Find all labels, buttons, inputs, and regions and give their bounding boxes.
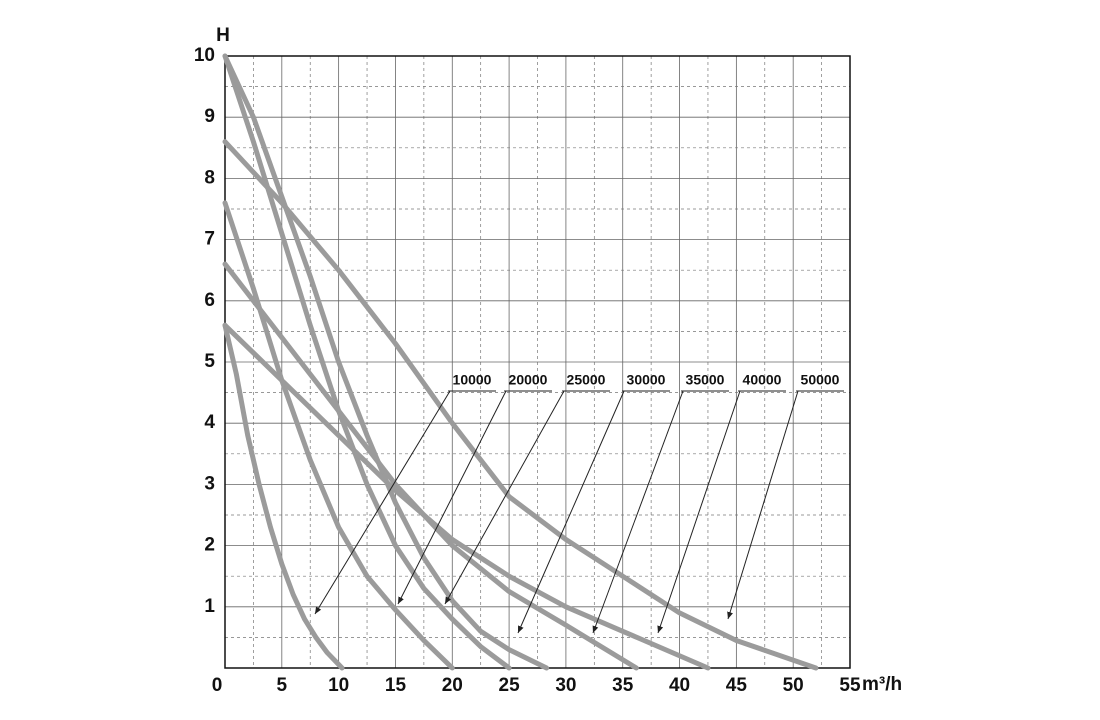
series-label: 35000 xyxy=(686,372,725,388)
x-axis-label: m³/h xyxy=(862,674,902,695)
series-label: 30000 xyxy=(627,372,666,388)
x-tick-label: 30 xyxy=(555,675,576,696)
pump-curve xyxy=(222,53,512,671)
series-label: 50000 xyxy=(801,372,840,388)
x-tick-label: 45 xyxy=(726,675,748,696)
y-axis-label: H xyxy=(216,25,230,46)
leader-arrow xyxy=(444,390,565,605)
y-tick-label: 7 xyxy=(204,229,215,250)
y-tick-label: 5 xyxy=(204,351,215,372)
x-tick-label: 15 xyxy=(385,675,407,696)
series-label: 20000 xyxy=(509,372,548,388)
y-tick-label: 9 xyxy=(204,106,215,127)
x-tick-label: 35 xyxy=(612,675,634,696)
leader-arrow xyxy=(314,390,451,615)
y-tick-label: 8 xyxy=(204,167,215,188)
pump-curve xyxy=(222,322,711,671)
x-tick-label: 0 xyxy=(212,675,223,696)
x-tick-label: 40 xyxy=(669,675,690,696)
series-label: 40000 xyxy=(743,372,782,388)
plot-frame xyxy=(224,55,851,669)
x-tick-label: 5 xyxy=(277,675,288,696)
leader-arrow xyxy=(517,390,625,634)
pump-curve xyxy=(222,139,819,671)
y-tick-label: 2 xyxy=(204,535,215,556)
y-tick-label: 1 xyxy=(204,596,215,617)
pump-curve xyxy=(222,261,639,671)
leader-arrow xyxy=(592,390,684,634)
x-tick-label: 55 xyxy=(839,675,861,696)
leader-arrow xyxy=(657,390,741,634)
leader-arrow xyxy=(397,390,507,605)
y-tick-label: 3 xyxy=(204,473,215,494)
x-tick-label: 20 xyxy=(442,675,463,696)
pump-curve xyxy=(222,322,345,671)
y-tick-label: 4 xyxy=(204,412,215,433)
pump-curve xyxy=(222,200,455,671)
series-label: 10000 xyxy=(453,372,492,388)
x-tick-label: 10 xyxy=(328,675,349,696)
x-tick-label: 50 xyxy=(783,675,804,696)
x-tick-label: 25 xyxy=(499,675,521,696)
leader-arrow xyxy=(727,390,799,620)
series-label: 25000 xyxy=(567,372,606,388)
y-tick-label: 6 xyxy=(204,290,215,311)
y-tick-label: 10 xyxy=(194,45,215,66)
